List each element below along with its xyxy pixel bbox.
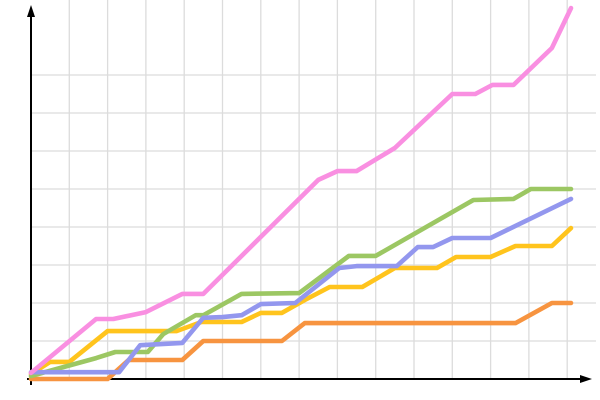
series-line-pink — [28, 5, 574, 376]
series-line-orange — [28, 300, 574, 382]
x-axis-arrowhead-icon — [580, 375, 592, 383]
series-line-green — [28, 186, 574, 379]
series-line-periwinkle — [28, 196, 574, 375]
y-axis-arrowhead-icon — [27, 5, 35, 17]
axes — [27, 5, 592, 385]
series-line-gold — [28, 225, 574, 377]
